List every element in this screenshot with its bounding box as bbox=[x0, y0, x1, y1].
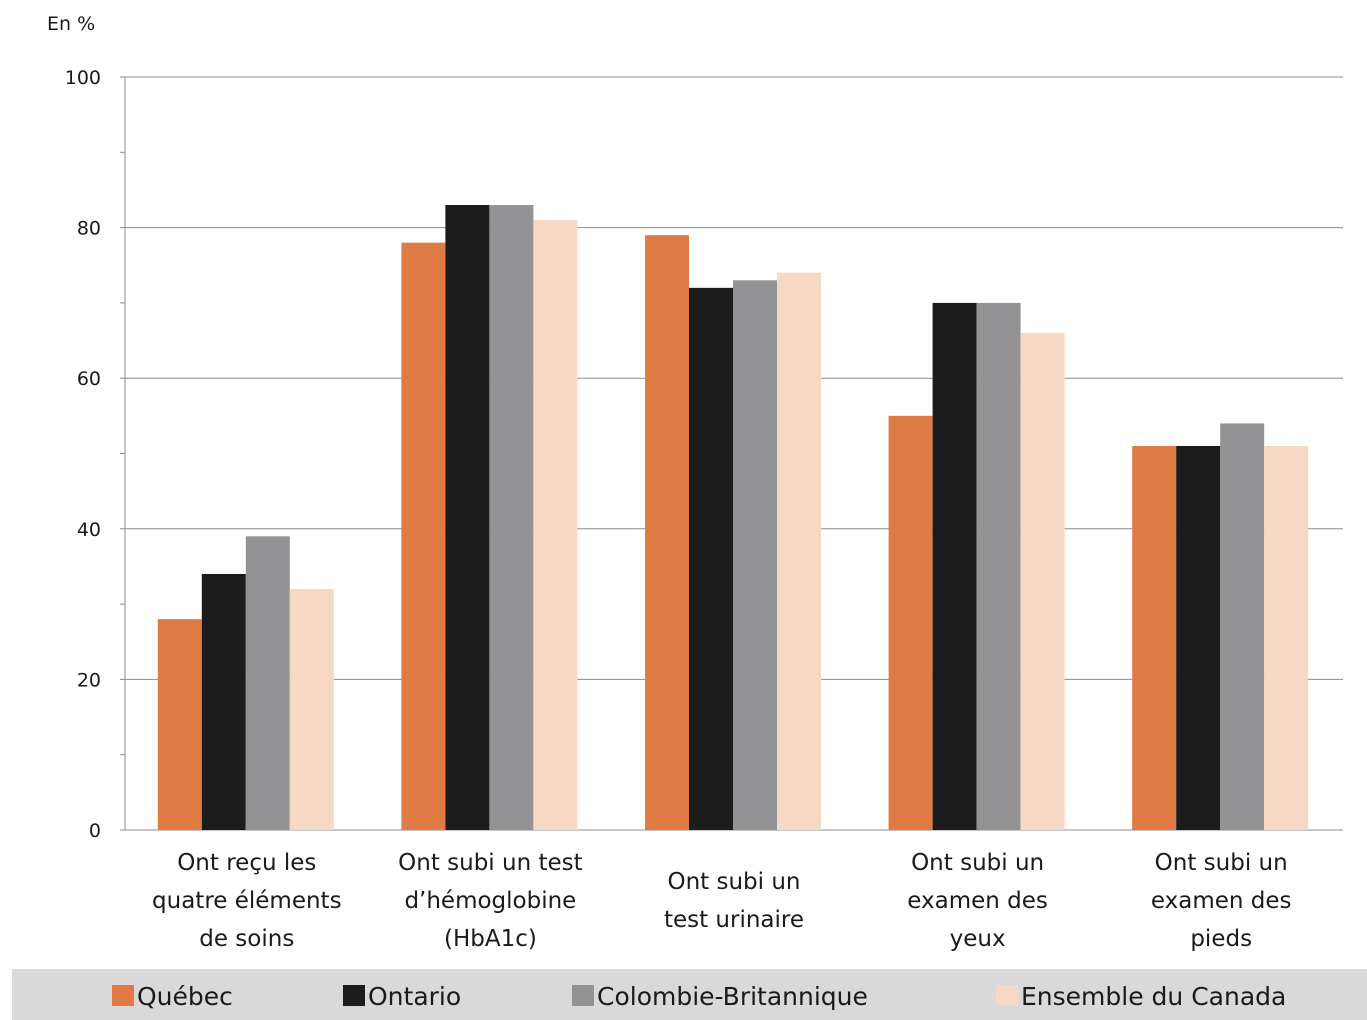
legend-label: Ontario bbox=[368, 982, 461, 1011]
legend-swatch bbox=[572, 985, 594, 1006]
bar bbox=[1020, 333, 1065, 830]
y-tick-label: 100 bbox=[65, 67, 101, 89]
bar bbox=[489, 205, 534, 830]
legend-swatch bbox=[996, 985, 1018, 1006]
bar bbox=[645, 235, 689, 830]
y-tick-label: 60 bbox=[77, 368, 101, 390]
category-label: yeux bbox=[950, 926, 1006, 952]
category-label: (HbA1c) bbox=[444, 926, 537, 952]
category-label: Ont subi un bbox=[667, 869, 800, 895]
category-label: quatre éléments bbox=[152, 888, 342, 914]
category-label: d’hémoglobine bbox=[404, 888, 576, 914]
bar bbox=[157, 619, 202, 830]
bar bbox=[445, 205, 490, 830]
legend: Québec Ontario Colombie-Britannique Ensembl… bbox=[12, 969, 1367, 1020]
category-label: Ont subi un test bbox=[398, 850, 583, 876]
legend-background bbox=[12, 969, 1367, 1020]
bar bbox=[777, 272, 821, 830]
bar bbox=[1220, 423, 1265, 830]
legend-swatch bbox=[343, 985, 365, 1006]
bar bbox=[1132, 445, 1177, 830]
bar bbox=[201, 573, 246, 830]
bar bbox=[932, 302, 977, 830]
bar bbox=[689, 287, 733, 831]
category-label: Ont subi un bbox=[1155, 850, 1288, 876]
y-tick-label: 0 bbox=[89, 820, 101, 842]
bar bbox=[533, 220, 578, 830]
bar bbox=[401, 242, 446, 830]
bar bbox=[733, 280, 777, 830]
y-tick-label: 40 bbox=[77, 519, 101, 541]
category-label: examen des bbox=[907, 888, 1048, 914]
category-label: Ont reçu les bbox=[177, 850, 316, 876]
bars bbox=[157, 205, 1309, 831]
category-label: de soins bbox=[199, 926, 294, 952]
category-labels: Ont reçu les quatre éléments de soins Ont s… bbox=[152, 850, 1291, 952]
bar bbox=[245, 536, 290, 830]
y-unit-label: En % bbox=[47, 13, 95, 35]
y-tick-label: 80 bbox=[77, 218, 101, 240]
bar bbox=[289, 589, 334, 830]
bar bbox=[888, 415, 933, 830]
bar bbox=[976, 302, 1021, 830]
bar bbox=[1176, 445, 1221, 830]
category-label: test urinaire bbox=[664, 907, 804, 933]
legend-label: Québec bbox=[137, 982, 233, 1011]
legend-label: Ensemble du Canada bbox=[1021, 982, 1286, 1011]
category-label: Ont subi un bbox=[911, 850, 1044, 876]
legend-swatch bbox=[112, 985, 134, 1006]
category-label: examen des bbox=[1151, 888, 1292, 914]
legend-label: Colombie-Britannique bbox=[597, 982, 868, 1011]
y-tick-label: 20 bbox=[77, 669, 101, 691]
y-tick-labels: 0 20 40 60 80 100 bbox=[65, 67, 101, 842]
category-label: pieds bbox=[1190, 926, 1252, 952]
bar bbox=[1264, 445, 1309, 830]
